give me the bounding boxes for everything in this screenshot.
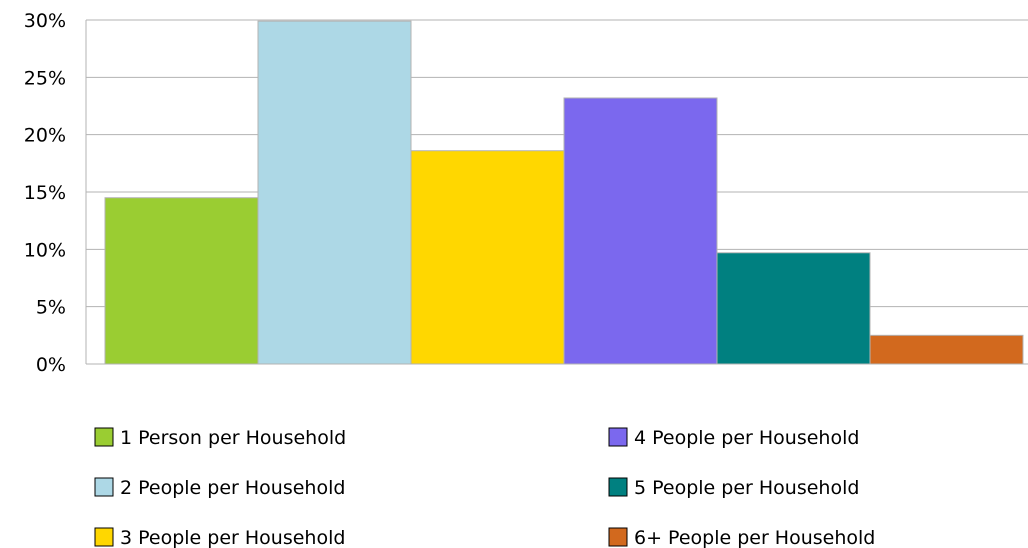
bar-3 xyxy=(410,150,565,365)
legend-item-6: 6+ People per Household xyxy=(608,527,875,548)
bar-4 xyxy=(563,97,718,365)
legend-item-4: 4 People per Household xyxy=(608,427,859,449)
y-tick-label: 5% xyxy=(36,297,66,319)
legend-item-1: 1 Person per Household xyxy=(94,427,346,449)
legend-item-3: 3 People per Household xyxy=(94,527,345,548)
legend-swatch xyxy=(94,477,114,497)
y-tick-label: 0% xyxy=(36,354,66,376)
legend-label: 4 People per Household xyxy=(634,427,859,449)
bar-2 xyxy=(257,20,412,365)
y-tick-label: 25% xyxy=(24,67,66,89)
legend-item-5: 5 People per Household xyxy=(608,477,859,499)
y-tick-label: 15% xyxy=(24,182,66,204)
legend: 1 Person per Household 2 People per House… xyxy=(94,427,875,548)
legend-item-2: 2 People per Household xyxy=(94,477,345,499)
legend-swatch xyxy=(94,527,114,547)
legend-swatch xyxy=(608,527,628,547)
legend-label: 2 People per Household xyxy=(120,477,345,499)
y-axis-ticks: 0% 5% 10% 15% 20% 25% 30% xyxy=(24,10,66,376)
bar-6 xyxy=(869,334,1024,365)
y-tick-label: 20% xyxy=(24,125,66,147)
bar-5 xyxy=(716,252,871,365)
legend-label: 1 Person per Household xyxy=(120,427,346,449)
legend-label: 5 People per Household xyxy=(634,477,859,499)
bars xyxy=(104,20,1024,365)
legend-swatch xyxy=(608,477,628,497)
y-tick-label: 10% xyxy=(24,239,66,261)
legend-label: 6+ People per Household xyxy=(634,527,875,548)
legend-swatch xyxy=(94,427,114,447)
y-tick-label: 30% xyxy=(24,10,66,32)
legend-swatch xyxy=(608,427,628,447)
bar-1 xyxy=(104,197,259,365)
legend-label: 3 People per Household xyxy=(120,527,345,548)
